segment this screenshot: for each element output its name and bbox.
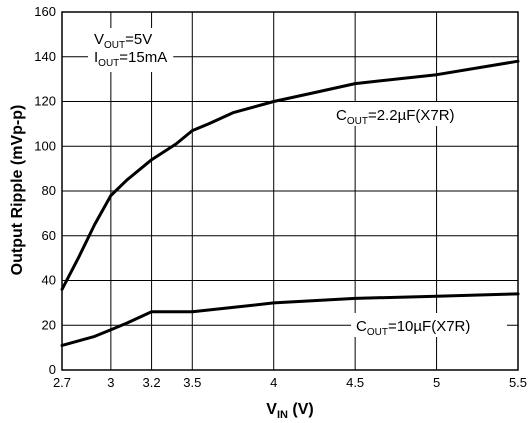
x-tick-label: 3.2: [143, 375, 161, 390]
y-tick-label: 0: [49, 362, 56, 377]
x-tick-label: 5.5: [509, 375, 527, 390]
x-tick-label: 3.5: [183, 375, 201, 390]
plot-frame: [61, 11, 519, 371]
conditions-background: [88, 28, 174, 72]
y-tick-label: 60: [42, 228, 56, 243]
y-tick-label: 120: [34, 94, 56, 109]
y-tick-labels: 0 20 40 60 80 100 120 140 160: [34, 4, 56, 377]
series-label-10uf-bg: [351, 313, 507, 337]
y-tick-label: 140: [34, 49, 56, 64]
y-tick-label: 160: [34, 4, 56, 19]
series-label-2p2uf-text: COUT=2.2µF(X7R): [336, 107, 455, 127]
x-tick-label: 5: [433, 375, 440, 390]
series-label-10uf-text: COUT=10µF(X7R): [356, 318, 470, 338]
x-tick-label: 2.7: [53, 375, 71, 390]
condition-iout: IOUT=15mA: [94, 49, 167, 69]
x-tick-labels: 2.7 3 3.2 3.5 4 4.5 5 5.5: [53, 375, 527, 390]
series-line-0: [60, 59, 520, 291]
y-tick-label: 100: [34, 138, 56, 153]
x-tick-label: 3: [107, 375, 114, 390]
series-label-2p2uf-bg: [331, 102, 503, 126]
x-tick-label: 4.5: [346, 375, 364, 390]
y-tick-label: 20: [42, 317, 56, 332]
series-lines: [60, 59, 520, 347]
series-label-10uf: COUT=10µF(X7R): [351, 313, 507, 338]
y-axis-title: Output Ripple (mVp-p): [9, 105, 26, 276]
series-label-2p2uf: COUT=2.2µF(X7R): [331, 102, 503, 127]
y-tick-label: 80: [42, 183, 56, 198]
x-tick-label: 4: [270, 375, 277, 390]
x-axis-title: VIN (V): [266, 401, 313, 421]
y-tick-label: 40: [42, 273, 56, 288]
condition-vout: VOUT=5V: [94, 31, 152, 51]
series-line-1: [60, 292, 520, 347]
conditions-annotation: VOUT=5V IOUT=15mA: [88, 28, 174, 72]
